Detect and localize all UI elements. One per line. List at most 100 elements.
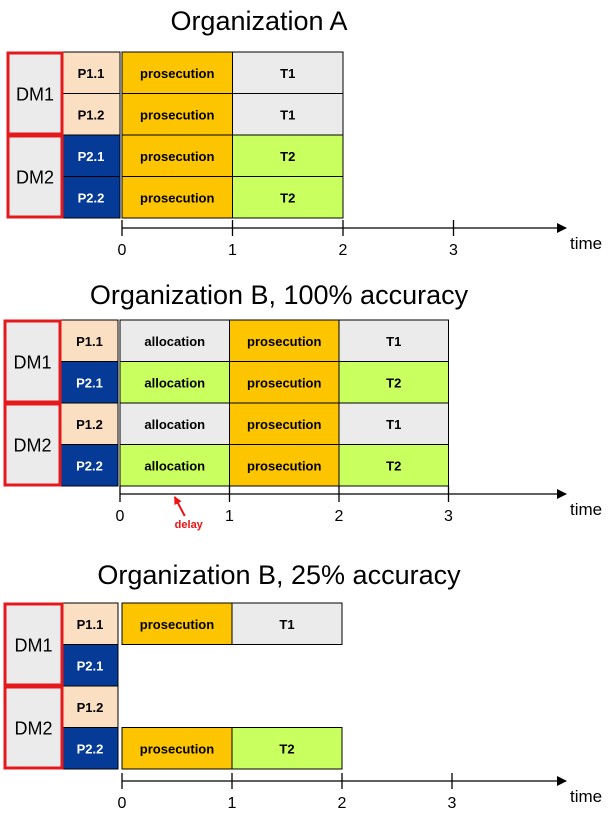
prosecution-block-label: prosecution — [140, 149, 214, 164]
axis-tick-label: 1 — [228, 242, 237, 259]
t1-block-label: T1 — [280, 66, 295, 81]
timeline-row: P1.2 — [61, 685, 119, 728]
prosecution-block-label: prosecution — [247, 458, 321, 473]
process-label: P2.1 — [76, 375, 103, 390]
t2-block-label: T2 — [386, 458, 401, 473]
timeline-row: P1.1 prosecution T1 — [61, 602, 343, 645]
axis-tick-label: 3 — [448, 795, 457, 812]
process-label: P2.2 — [77, 741, 104, 756]
axis-tick-label: 3 — [444, 508, 453, 525]
t1-block-label: T1 — [386, 417, 401, 432]
timeline-row: P1.2 prosecution T1 — [61, 93, 344, 136]
panel-3: Organization B, 25% accuracy P1.1 prosecut… — [3, 560, 602, 812]
dm-box — [6, 51, 64, 136]
panel-2: Organization B, 100% accuracy P1.1 allocat… — [3, 280, 602, 531]
t1-block-label: allocation — [144, 417, 205, 432]
t2-block — [232, 176, 344, 219]
t1-block — [338, 402, 449, 445]
process-label: P1.1 — [77, 617, 104, 632]
process-label: P1.2 — [76, 417, 103, 432]
process-cell — [60, 444, 119, 487]
timeline-row: P2.2 allocation prosecution T2 — [60, 444, 449, 487]
t2-block — [338, 444, 449, 487]
axis-label: time — [570, 787, 602, 806]
prosecution-block — [121, 727, 233, 770]
process-label: P2.2 — [76, 458, 103, 473]
axis-tick-label: 0 — [118, 242, 127, 259]
axis-tick-label: 2 — [339, 242, 348, 259]
t1-block — [232, 51, 344, 94]
t1-block-label: allocation — [144, 334, 205, 349]
process-label: P2.2 — [78, 190, 105, 205]
process-cell — [61, 51, 121, 94]
prosecution-block — [229, 361, 340, 404]
process-cell — [61, 602, 119, 645]
panel-1: Organization A P1.1 prosecution T1 P1.2 prose… — [6, 6, 602, 259]
process-cell — [61, 176, 121, 219]
t2-block-label: T2 — [280, 190, 295, 205]
dm-box — [3, 685, 64, 770]
t1-block — [119, 319, 230, 362]
process-label: P1.1 — [76, 334, 103, 349]
dm-box — [6, 134, 64, 219]
timeline-row: P1.1 allocation prosecution T1 — [60, 319, 449, 362]
prosecution-block — [121, 51, 233, 94]
prosecution-block — [229, 319, 340, 362]
delay-arrow — [173, 496, 186, 517]
dm-label: DM1 — [16, 85, 54, 105]
t2-block — [338, 361, 449, 404]
axis-tick-label: 2 — [335, 508, 344, 525]
axis-tick-label: 0 — [116, 508, 125, 525]
t1-block — [119, 402, 230, 445]
process-label: P1.1 — [78, 66, 105, 81]
prosecution-block-label: prosecution — [247, 375, 321, 390]
dm-box — [3, 602, 64, 687]
prosecution-block — [229, 402, 340, 445]
timeline-row: P2.2 prosecution T2 — [61, 727, 343, 770]
panel-title: Organization A — [170, 6, 347, 36]
timeline-row: P2.1 allocation prosecution T2 — [60, 361, 449, 404]
process-label: P1.2 — [77, 700, 104, 715]
timeline-row: P1.1 prosecution T1 — [61, 51, 344, 94]
t1-block — [232, 93, 344, 136]
t2-block-label: allocation — [144, 458, 205, 473]
dm-label: DM2 — [16, 168, 54, 188]
prosecution-block-label: prosecution — [140, 66, 214, 81]
t2-block — [119, 361, 230, 404]
prosecution-block-label: prosecution — [140, 617, 214, 632]
t1-block — [338, 319, 449, 362]
axis-tick-label: 0 — [118, 795, 127, 812]
process-cell — [61, 727, 119, 770]
t2-block-label: T2 — [280, 149, 295, 164]
dm-label: DM2 — [14, 719, 52, 739]
t1-block-label: T1 — [280, 107, 295, 122]
timeline-row: P2.1 prosecution T2 — [61, 134, 344, 177]
timeline-row: P1.2 allocation prosecution T1 — [60, 402, 449, 445]
axis-tick-label: 1 — [225, 508, 234, 525]
t1-block-label: T1 — [386, 334, 401, 349]
t2-block-label: T2 — [279, 741, 294, 756]
process-cell — [61, 644, 119, 687]
panel-title: Organization B, 100% accuracy — [90, 280, 469, 310]
prosecution-block-label: prosecution — [247, 417, 321, 432]
t1-block — [231, 602, 343, 645]
dm-label: DM1 — [14, 636, 52, 656]
process-cell — [60, 361, 119, 404]
timeline-row: P2.1 — [61, 644, 119, 687]
axis-label: time — [570, 500, 602, 519]
prosecution-block — [229, 444, 340, 487]
process-label: P2.1 — [77, 658, 104, 673]
panel-title: Organization B, 25% accuracy — [97, 560, 461, 590]
dm-box — [3, 402, 62, 487]
t2-block — [119, 444, 230, 487]
prosecution-block — [121, 134, 233, 177]
dm-label: DM2 — [13, 436, 51, 456]
dm-box — [3, 319, 62, 404]
axis-tick-label: 3 — [449, 242, 458, 259]
dm-label: DM1 — [13, 353, 51, 373]
t2-block — [231, 727, 343, 770]
process-label: P2.1 — [78, 149, 105, 164]
prosecution-block-label: prosecution — [140, 741, 214, 756]
axis-label: time — [570, 234, 602, 253]
prosecution-block-label: prosecution — [247, 334, 321, 349]
